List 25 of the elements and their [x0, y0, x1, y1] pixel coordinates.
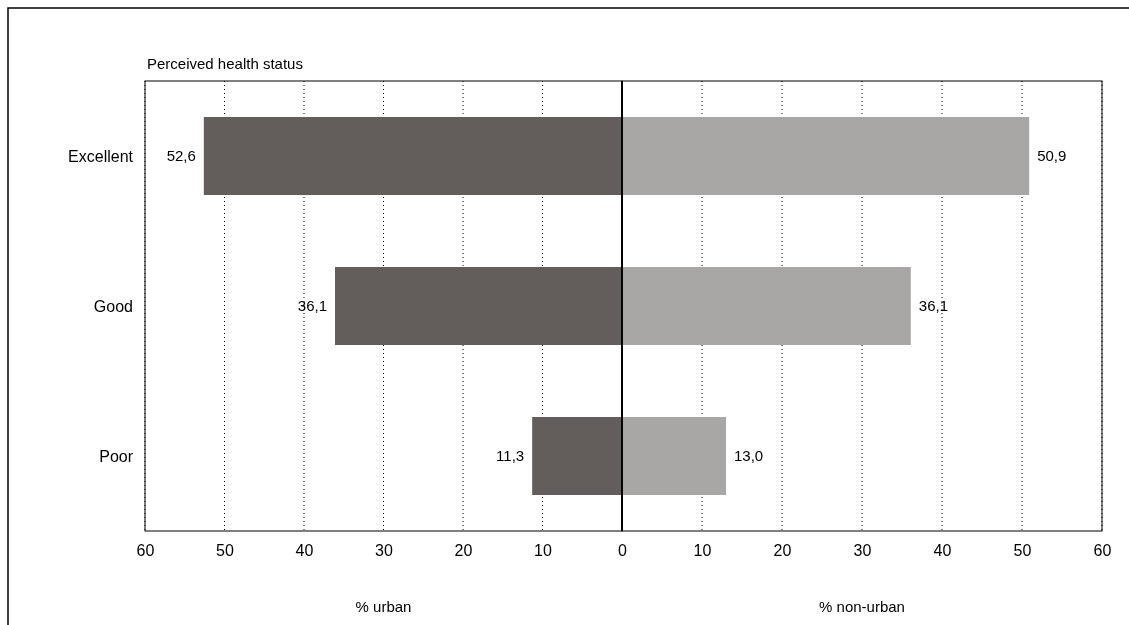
x-tick-label: 20 [773, 542, 792, 560]
y-tick-label: Good [93, 297, 133, 315]
x-axis-title: % urban [355, 598, 412, 615]
x-tick-label: 50 [216, 542, 234, 560]
y-tick-label: Excellent [68, 147, 134, 165]
data-label: 50,9 [1037, 147, 1067, 165]
data-label: 52,6 [166, 147, 196, 165]
y-tick-label: Poor [99, 447, 134, 465]
x-axis-title: % non-urban [819, 598, 905, 615]
x-tick-label: 30 [853, 542, 872, 560]
x-tick-label: 0 [618, 542, 628, 560]
data-label: 11,3 [496, 447, 525, 465]
data-label: 36,1 [918, 297, 948, 315]
data-label: 36,1 [297, 297, 328, 315]
x-tick-label: 40 [933, 542, 952, 560]
x-tick-label: 60 [1093, 542, 1112, 560]
x-tick-label: 20 [454, 542, 473, 560]
chart-title: Perceived health status [147, 55, 303, 72]
x-tick-label: 10 [534, 542, 552, 560]
x-tick-label: 60 [136, 542, 155, 560]
x-tick-label: 50 [1013, 542, 1032, 560]
x-tick-label: 10 [693, 542, 712, 560]
data-label: 13,0 [734, 447, 764, 465]
x-tick-label: 30 [375, 542, 393, 560]
x-tick-label: 40 [295, 542, 314, 560]
